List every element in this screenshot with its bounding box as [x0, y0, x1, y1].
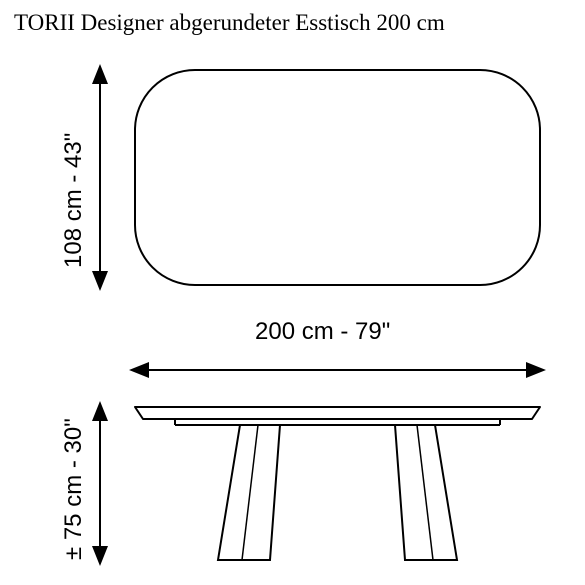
technical-drawing: 108 cm - 43" 200 cm - 79" ± 75 cm - 30": [0, 50, 585, 585]
depth-label: 108 cm - 43": [60, 133, 88, 268]
height-label: ± 75 cm - 30": [60, 418, 88, 560]
page-title: TORII Designer abgerundeter Esstisch 200…: [14, 10, 445, 36]
width-label: 200 cm - 79": [255, 318, 390, 346]
